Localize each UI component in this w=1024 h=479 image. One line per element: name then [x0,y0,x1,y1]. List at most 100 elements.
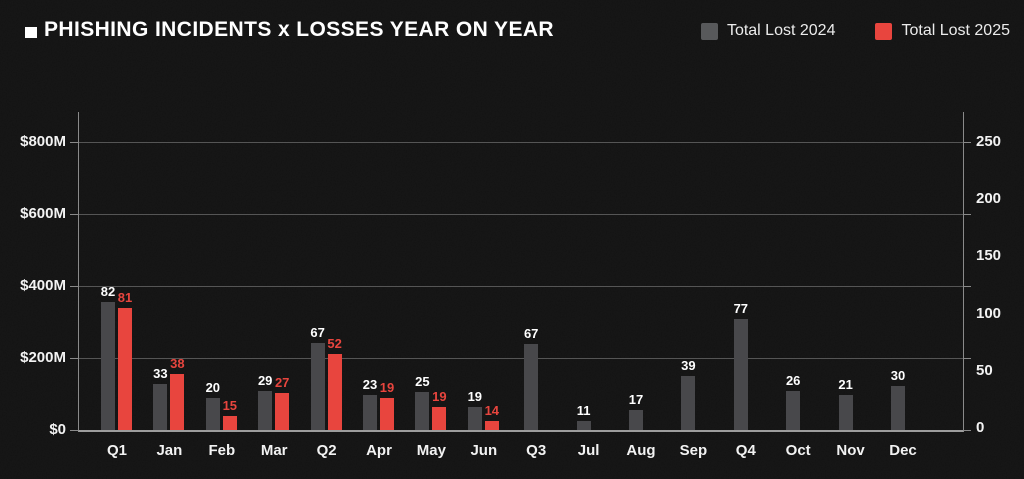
bar-label-2024: 67 [310,324,325,340]
bar-2025 [275,392,290,430]
bar-2024 [629,410,643,430]
bar-label-2024: 29 [257,373,273,389]
title-bullet-icon [25,27,37,38]
bar-2024 [838,395,853,430]
x-axis-label: Jul [577,442,600,459]
x-axis-label: Nov [836,442,865,459]
bar-label-2025: 81 [117,289,133,305]
right-axis-tick [963,430,971,431]
left-axis-tick-label: $400M [20,277,66,294]
right-axis-tick-label: 50 [976,361,993,379]
legend-item-total-lost-2025: Total Lost 2025 [875,22,1010,40]
bar-2024 [786,391,801,430]
bar-label-2024: 20 [205,379,221,395]
right-axis-tick-label: 100 [976,304,1002,322]
bar-2024 [681,376,696,430]
right-axis-tick [963,142,971,143]
bar-2024 [101,302,115,430]
bar-label-2024: 30 [890,368,906,384]
gridline [79,142,963,143]
left-axis-tick [70,430,78,431]
bar-label-2024: 82 [100,284,116,300]
bar-2024 [467,406,482,430]
bar-2024 [205,397,220,430]
x-axis-label: May [416,442,446,459]
page-title: PHISHING INCIDENTS x LOSSES YEAR ON YEAR [44,18,554,41]
bar-label-2025: 19 [432,388,447,404]
legend-swatch-2025-icon [875,22,893,40]
bar-label-2024: 25 [415,374,430,390]
bar-label-2024: 11 [576,403,591,418]
bar-label-2025: 14 [484,403,500,418]
gridline [79,358,963,359]
bar-2025 [222,415,237,430]
x-axis-label: Sep [679,442,708,459]
x-axis-label: Apr [366,442,392,459]
bar-2024 [415,392,430,430]
bar-label-2024: 17 [628,392,644,408]
bar-2025 [432,406,447,430]
x-axis-label: Q2 [316,442,337,459]
right-axis-tick-label: 150 [976,247,1002,265]
right-axis-tick [963,286,971,287]
x-axis-label: Dec [889,442,917,459]
gridline [79,214,963,215]
bar-2024 [153,383,168,430]
bar-2024 [576,421,591,430]
left-axis-tick-label: $800M [20,133,66,150]
bar-label-2024: 21 [838,377,853,393]
bar-2024 [524,343,539,430]
bar-label-2024: 39 [681,358,696,373]
left-axis-tick-label: $0 [49,421,66,438]
bar-2024 [258,391,273,430]
legend-label-2025: Total Lost 2025 [901,22,1010,39]
bar-label-2024: 77 [733,301,749,317]
bar-2025 [484,421,499,430]
right-axis-tick-label: 200 [976,190,1002,208]
x-axis-label: Jun [470,442,498,459]
x-axis-label: Q3 [526,442,547,459]
left-axis-tick [70,286,78,287]
bar-2025 [327,354,342,430]
bar-2025 [118,307,132,430]
left-axis-tick-label: $200M [20,349,66,366]
left-axis-tick [70,358,78,359]
bar-2024 [733,319,748,430]
gridline [79,286,963,287]
left-axis-tick [70,142,78,143]
left-axis-tick-label: $600M [20,205,66,222]
bar-label-2024: 19 [467,388,483,404]
x-axis-label: Aug [626,442,656,459]
bar-label-2025: 19 [379,379,395,395]
bar-2025 [170,373,185,430]
x-axis-label: Jan [156,442,183,459]
right-axis-tick [963,358,971,359]
legend-label-2024: Total Lost 2024 [726,22,836,39]
legend-swatch-2024-icon [700,22,718,40]
bar-label-2025: 38 [170,355,185,371]
legend-item-total-lost-2024: Total Lost 2024 [700,22,836,40]
right-axis-tick-label: 250 [976,133,1002,150]
bar-label-2024: 33 [153,365,168,381]
x-axis-label: Oct [785,442,811,459]
bar-label-2025: 27 [274,374,290,390]
bar-label-2024: 23 [362,377,378,393]
bar-2024 [891,386,905,430]
legend: Total Lost 2024 Total Lost 2025 [700,22,1010,40]
x-axis-label: Q1 [106,442,127,459]
x-axis-label: Mar [260,442,288,459]
x-axis-label: Feb [208,442,236,459]
right-axis-tick-label: 0 [976,419,985,436]
bar-2025 [380,397,394,430]
chart-plot-area: 82 81 Q1 33 38 Jan 20 15 Feb 29 27 Mar 67 52 Q2 23 19 Apr… [78,112,964,459]
left-axis-tick [70,214,78,215]
bar-label-2024: 67 [523,325,539,341]
bar-label-2025: 15 [222,397,238,413]
bar-label-2025: 52 [327,336,342,352]
x-axis-label: Q4 [735,442,756,459]
bar-label-2024: 26 [785,373,801,389]
bar-2024 [363,395,377,430]
right-axis-tick [963,214,971,215]
bar-2024 [310,342,325,430]
